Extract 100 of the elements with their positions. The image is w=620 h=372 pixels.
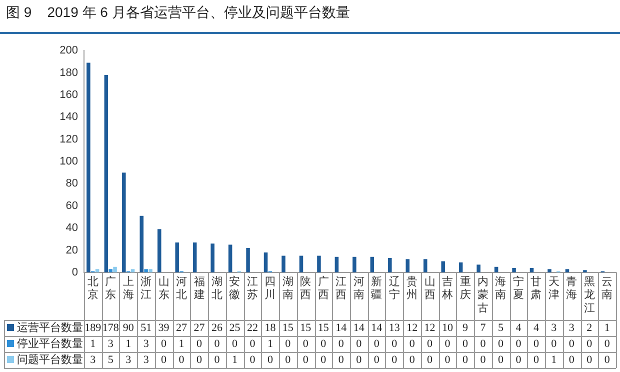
data-label: 26 [212, 322, 223, 334]
data-label: 0 [480, 338, 486, 350]
x-tick-label: 贵州 [406, 275, 418, 302]
data-label: 15 [282, 322, 294, 334]
data-label: 27 [176, 322, 188, 334]
legend-label: 停业平台数量 [17, 336, 83, 350]
x-tick-label: 云南 [602, 276, 613, 302]
legend-label: 运营平台数量 [17, 320, 83, 334]
x-tick-label: 江西 [336, 276, 347, 302]
bar [352, 256, 356, 272]
x-tick-label: 山西 [424, 275, 436, 302]
data-label: 3 [126, 354, 132, 366]
bar [246, 248, 250, 272]
data-label: 0 [427, 354, 434, 366]
data-label: 0 [480, 354, 486, 366]
data-label: 0 [604, 354, 610, 366]
y-tick-label: 180 [60, 66, 78, 79]
x-tick-label: 宁夏 [512, 275, 524, 302]
x-tick-label: 河南 [353, 276, 364, 302]
data-label: 5 [498, 322, 504, 334]
data-label: 9 [462, 322, 469, 334]
bar [140, 216, 144, 272]
x-tick-label: 河北 [176, 276, 188, 302]
bar [388, 258, 392, 272]
data-label: 0 [498, 338, 504, 350]
bar [228, 244, 232, 272]
x-tick-label: 四川 [264, 276, 276, 302]
data-label: 1 [126, 338, 132, 350]
bar [148, 269, 152, 272]
bar [144, 269, 148, 272]
data-label: 1 [604, 322, 610, 334]
data-label: 0 [214, 338, 220, 350]
x-tick-label: 北京 [87, 275, 98, 302]
x-tick-label: 吉林 [441, 275, 454, 302]
bar [476, 264, 480, 272]
data-label: 0 [462, 354, 469, 366]
y-tick-label: 100 [60, 156, 78, 168]
x-tick-label: 重庆 [460, 275, 471, 302]
data-label: 5 [108, 354, 114, 366]
bar [317, 256, 321, 272]
y-tick-label: 140 [60, 111, 78, 124]
bar [406, 259, 410, 272]
data-label: 2 [586, 322, 592, 334]
data-label: 12 [406, 322, 418, 334]
data-label: 0 [214, 354, 220, 366]
data-label: 0 [338, 354, 344, 366]
data-label: 1 [267, 338, 273, 350]
bar [104, 75, 108, 272]
data-label: 0 [356, 338, 362, 350]
data-label: 0 [444, 354, 451, 366]
data-label: 1 [232, 354, 238, 366]
data-label: 0 [374, 354, 380, 366]
data-label: 3 [143, 338, 150, 350]
data-label: 51 [140, 322, 152, 334]
data-label: 27 [194, 322, 206, 334]
x-tick-label: 湖南 [282, 276, 294, 302]
data-label: 0 [498, 354, 504, 366]
data-label: 0 [392, 338, 398, 350]
data-label: 0 [568, 338, 575, 350]
data-label: 0 [302, 354, 309, 366]
data-label: 3 [568, 322, 575, 334]
y-tick-label: 60 [66, 200, 78, 212]
y-tick-label: 160 [60, 88, 78, 101]
data-label: 1 [90, 338, 96, 350]
data-label: 7 [480, 322, 486, 334]
x-tick-label: 广东 [105, 275, 116, 302]
data-label: 1 [178, 338, 184, 350]
data-label: 189 [84, 322, 102, 334]
bar [157, 229, 162, 272]
data-label: 15 [300, 322, 312, 334]
data-label: 0 [516, 338, 522, 350]
x-tick-label: 新疆 [371, 275, 382, 302]
data-label: 22 [246, 322, 258, 334]
data-label: 0 [356, 354, 362, 366]
y-tick-label: 200 [60, 44, 78, 57]
x-tick-label: 山东 [158, 275, 170, 302]
data-label: 0 [161, 354, 168, 366]
data-label: 0 [320, 354, 327, 366]
bar [282, 256, 286, 272]
data-label: 0 [533, 354, 540, 366]
x-tick-label: 内蒙古 [478, 275, 488, 314]
x-tick-label: 甘肃 [530, 275, 542, 302]
x-tick-label: 浙江 [140, 275, 152, 302]
data-label: 0 [320, 338, 327, 350]
chart-title: 图 9 2019 年 6 月各省运营平台、停业及问题平台数量 [6, 4, 350, 22]
x-tick-label: 青海 [566, 275, 578, 302]
data-label: 0 [250, 354, 256, 366]
bar [423, 259, 428, 272]
legend-label: 问题平台数量 [17, 352, 83, 366]
bar [113, 266, 117, 272]
data-label: 0 [427, 338, 434, 350]
data-label: 0 [444, 338, 451, 350]
y-tick-label: 0 [72, 266, 78, 278]
data-label: 3 [90, 354, 96, 366]
data-label: 0 [374, 338, 380, 350]
bar [108, 269, 112, 272]
data-label: 14 [336, 322, 348, 334]
data-label: 0 [285, 338, 292, 350]
bar [334, 256, 339, 272]
data-label: 0 [409, 354, 416, 366]
